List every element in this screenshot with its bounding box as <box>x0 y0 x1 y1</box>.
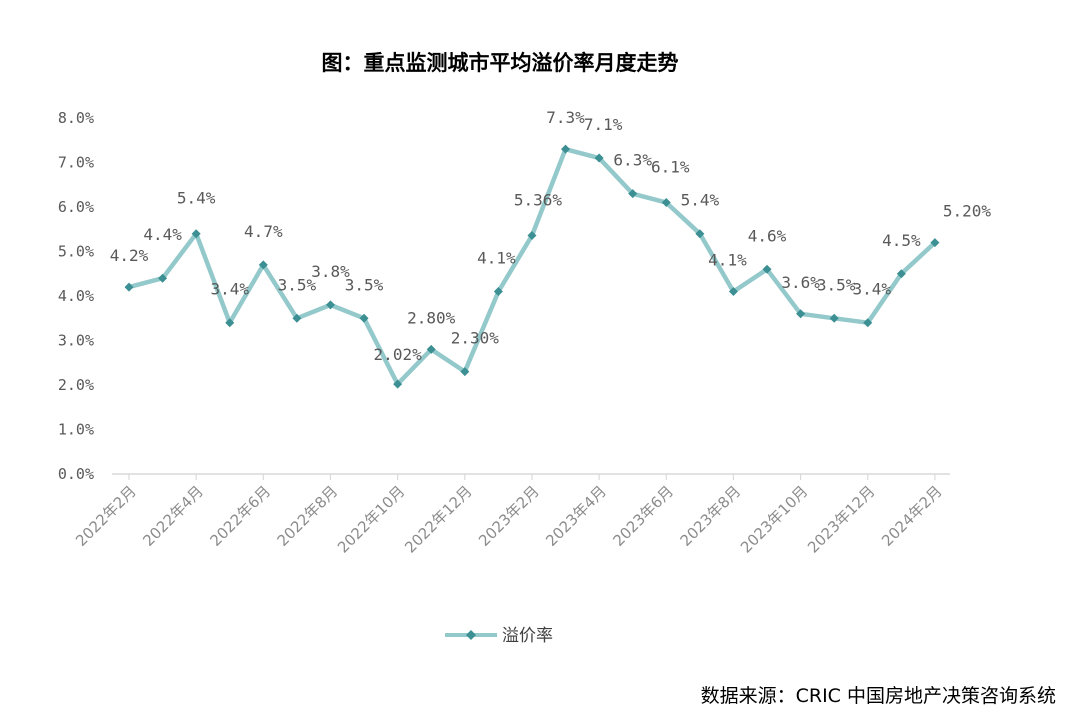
data-label: 4.6% <box>748 226 787 245</box>
data-point <box>863 318 873 328</box>
x-tick-label: 2022年12月 <box>401 482 475 556</box>
data-label: 7.1% <box>584 115 623 134</box>
data-label: 3.4% <box>852 280 891 299</box>
data-point <box>158 273 168 283</box>
x-tick-label: 2024年2月 <box>878 482 946 550</box>
y-axis: 0.0% 1.0% 2.0% 3.0% 4.0% 5.0% 6.0% 7.0% 8.0% <box>58 109 94 483</box>
legend-label: 溢价率 <box>502 626 553 646</box>
x-axis: 2022年2月 2022年4月 2022年6月 2022年8月2022年10月2022… <box>72 473 950 557</box>
data-label: 3.6% <box>781 273 820 292</box>
data-point <box>460 367 470 377</box>
x-tick-label: 2023年10月 <box>737 482 811 556</box>
x-tick-label: 2023年2月 <box>475 482 543 550</box>
data-point <box>762 264 772 274</box>
x-tick-label: 2022年4月 <box>139 482 207 550</box>
x-tick-label: 2022年10月 <box>334 482 408 556</box>
y-tick-label: 4.0% <box>58 287 94 305</box>
x-tick-label: 2023年4月 <box>542 482 610 550</box>
data-label: 5.36% <box>514 190 563 209</box>
data-point <box>594 153 604 163</box>
data-label: 4.4% <box>143 225 182 244</box>
data-label: 4.2% <box>110 246 149 265</box>
y-tick-label: 0.0% <box>58 465 94 483</box>
x-tick-label: 2023年6月 <box>609 482 677 550</box>
data-label: 3.5% <box>345 275 384 294</box>
data-label: 7.3% <box>546 108 585 127</box>
data-label: 4.5% <box>882 231 921 250</box>
data-point <box>661 198 671 208</box>
data-label: 2.30% <box>451 329 500 348</box>
x-tick-label: 2023年8月 <box>677 482 745 550</box>
legend[interactable]: 溢价率 <box>445 626 553 646</box>
data-point <box>191 229 201 239</box>
data-point <box>695 229 705 239</box>
data-point <box>829 313 839 323</box>
data-point <box>628 189 638 199</box>
data-point <box>728 287 738 297</box>
chart-title: 图：重点监测城市平均溢价率月度走势 <box>322 51 679 75</box>
data-point <box>359 313 369 323</box>
legend-marker-icon <box>466 630 476 640</box>
data-label: 3.5% <box>817 275 856 294</box>
data-label: 4.1% <box>477 249 516 268</box>
data-label: 3.5% <box>278 275 317 294</box>
source-note: 数据来源：CRIC 中国房地产决策咨询系统 <box>701 685 1056 707</box>
data-label: 4.7% <box>244 222 283 241</box>
data-label: 6.1% <box>651 158 690 177</box>
data-point <box>426 344 436 354</box>
x-tick-label: 2022年8月 <box>274 482 342 550</box>
data-labels: 4.2%4.4%5.4%3.4%4.7%3.5%3.8%3.5%2.02%2.8… <box>110 108 992 364</box>
data-point <box>225 318 235 328</box>
data-label: 5.4% <box>681 191 720 210</box>
data-point <box>796 309 806 319</box>
data-label: 3.8% <box>311 262 350 281</box>
data-point <box>325 300 335 310</box>
x-tick-label: 2022年6月 <box>206 482 274 550</box>
y-tick-label: 6.0% <box>58 198 94 216</box>
y-tick-label: 2.0% <box>58 376 94 394</box>
data-label: 6.3% <box>613 151 652 170</box>
y-tick-label: 7.0% <box>58 154 94 172</box>
x-tick-label: 2022年2月 <box>72 482 140 550</box>
data-label: 2.02% <box>374 345 423 364</box>
data-point <box>258 260 268 270</box>
y-tick-label: 3.0% <box>58 332 94 350</box>
x-tick-label: 2023年12月 <box>804 482 878 556</box>
series-line-溢价率 <box>126 146 938 387</box>
data-point <box>292 313 302 323</box>
data-point <box>124 282 134 292</box>
y-tick-label: 1.0% <box>58 421 94 439</box>
data-point <box>930 238 940 248</box>
data-point <box>393 379 403 389</box>
series-layer <box>124 144 940 389</box>
data-label: 4.1% <box>708 251 747 270</box>
y-tick-label: 5.0% <box>58 243 94 261</box>
data-label: 2.80% <box>407 308 456 327</box>
data-point <box>896 269 906 279</box>
y-tick-label: 8.0% <box>58 109 94 127</box>
data-point <box>561 144 571 154</box>
data-label: 5.4% <box>177 189 216 208</box>
data-point <box>527 230 537 240</box>
data-point <box>493 287 503 297</box>
data-label: 5.20% <box>943 202 992 221</box>
data-label: 3.4% <box>210 280 249 299</box>
